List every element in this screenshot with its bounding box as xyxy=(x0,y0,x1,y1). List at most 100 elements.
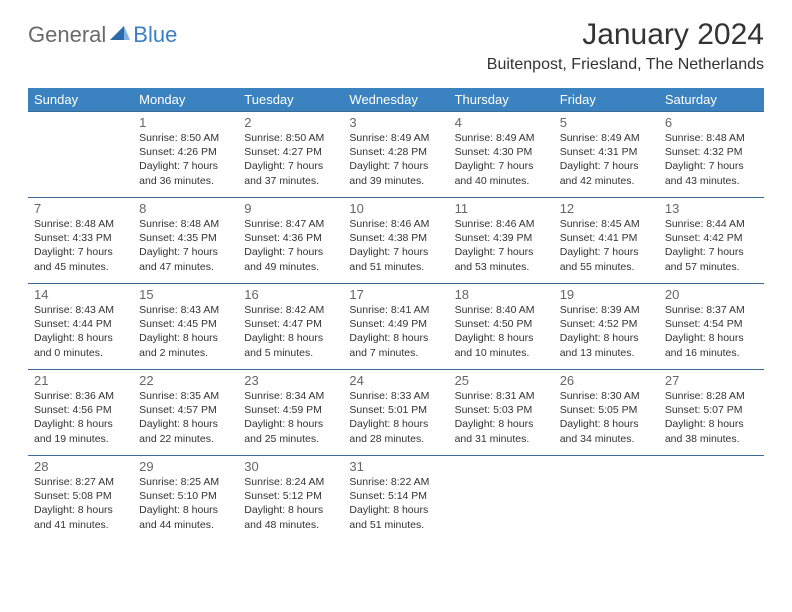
day-number: 11 xyxy=(455,201,548,216)
day-number: 26 xyxy=(560,373,653,388)
day-info: Sunrise: 8:46 AMSunset: 4:38 PMDaylight:… xyxy=(349,217,442,274)
day-info: Sunrise: 8:33 AMSunset: 5:01 PMDaylight:… xyxy=(349,389,442,446)
day-info: Sunrise: 8:43 AMSunset: 4:44 PMDaylight:… xyxy=(34,303,127,360)
empty-cell xyxy=(28,112,133,198)
calendar-row: 7Sunrise: 8:48 AMSunset: 4:33 PMDaylight… xyxy=(28,198,764,284)
day-info: Sunrise: 8:48 AMSunset: 4:35 PMDaylight:… xyxy=(139,217,232,274)
title-block: January 2024 Buitenpost, Friesland, The … xyxy=(487,18,764,74)
day-info: Sunrise: 8:28 AMSunset: 5:07 PMDaylight:… xyxy=(665,389,758,446)
day-number: 28 xyxy=(34,459,127,474)
day-number: 6 xyxy=(665,115,758,130)
day-info: Sunrise: 8:50 AMSunset: 4:27 PMDaylight:… xyxy=(244,131,337,188)
day-cell-14: 14Sunrise: 8:43 AMSunset: 4:44 PMDayligh… xyxy=(28,284,133,370)
day-number: 25 xyxy=(455,373,548,388)
day-cell-21: 21Sunrise: 8:36 AMSunset: 4:56 PMDayligh… xyxy=(28,370,133,456)
day-number: 24 xyxy=(349,373,442,388)
dayname-saturday: Saturday xyxy=(659,88,764,112)
day-cell-13: 13Sunrise: 8:44 AMSunset: 4:42 PMDayligh… xyxy=(659,198,764,284)
day-info: Sunrise: 8:47 AMSunset: 4:36 PMDaylight:… xyxy=(244,217,337,274)
day-number: 5 xyxy=(560,115,653,130)
dayname-wednesday: Wednesday xyxy=(343,88,448,112)
day-cell-18: 18Sunrise: 8:40 AMSunset: 4:50 PMDayligh… xyxy=(449,284,554,370)
dayname-tuesday: Tuesday xyxy=(238,88,343,112)
day-number: 12 xyxy=(560,201,653,216)
day-info: Sunrise: 8:37 AMSunset: 4:54 PMDaylight:… xyxy=(665,303,758,360)
day-info: Sunrise: 8:40 AMSunset: 4:50 PMDaylight:… xyxy=(455,303,548,360)
day-info: Sunrise: 8:49 AMSunset: 4:28 PMDaylight:… xyxy=(349,131,442,188)
day-number: 29 xyxy=(139,459,232,474)
day-info: Sunrise: 8:39 AMSunset: 4:52 PMDaylight:… xyxy=(560,303,653,360)
day-number: 18 xyxy=(455,287,548,302)
day-cell-6: 6Sunrise: 8:48 AMSunset: 4:32 PMDaylight… xyxy=(659,112,764,198)
day-number: 4 xyxy=(455,115,548,130)
day-cell-27: 27Sunrise: 8:28 AMSunset: 5:07 PMDayligh… xyxy=(659,370,764,456)
day-info: Sunrise: 8:44 AMSunset: 4:42 PMDaylight:… xyxy=(665,217,758,274)
day-number: 27 xyxy=(665,373,758,388)
day-cell-7: 7Sunrise: 8:48 AMSunset: 4:33 PMDaylight… xyxy=(28,198,133,284)
month-title: January 2024 xyxy=(487,18,764,52)
day-info: Sunrise: 8:49 AMSunset: 4:31 PMDaylight:… xyxy=(560,131,653,188)
day-number: 31 xyxy=(349,459,442,474)
day-cell-31: 31Sunrise: 8:22 AMSunset: 5:14 PMDayligh… xyxy=(343,456,448,542)
day-cell-24: 24Sunrise: 8:33 AMSunset: 5:01 PMDayligh… xyxy=(343,370,448,456)
day-number: 30 xyxy=(244,459,337,474)
day-cell-4: 4Sunrise: 8:49 AMSunset: 4:30 PMDaylight… xyxy=(449,112,554,198)
day-number: 19 xyxy=(560,287,653,302)
day-cell-17: 17Sunrise: 8:41 AMSunset: 4:49 PMDayligh… xyxy=(343,284,448,370)
logo-sail-icon xyxy=(110,24,130,47)
day-number: 17 xyxy=(349,287,442,302)
day-info: Sunrise: 8:30 AMSunset: 5:05 PMDaylight:… xyxy=(560,389,653,446)
calendar-row: 28Sunrise: 8:27 AMSunset: 5:08 PMDayligh… xyxy=(28,456,764,542)
calendar-body: 1Sunrise: 8:50 AMSunset: 4:26 PMDaylight… xyxy=(28,112,764,542)
calendar-row: 14Sunrise: 8:43 AMSunset: 4:44 PMDayligh… xyxy=(28,284,764,370)
dayname-row: SundayMondayTuesdayWednesdayThursdayFrid… xyxy=(28,88,764,112)
day-cell-26: 26Sunrise: 8:30 AMSunset: 5:05 PMDayligh… xyxy=(554,370,659,456)
calendar-row: 21Sunrise: 8:36 AMSunset: 4:56 PMDayligh… xyxy=(28,370,764,456)
day-info: Sunrise: 8:35 AMSunset: 4:57 PMDaylight:… xyxy=(139,389,232,446)
day-cell-10: 10Sunrise: 8:46 AMSunset: 4:38 PMDayligh… xyxy=(343,198,448,284)
location: Buitenpost, Friesland, The Netherlands xyxy=(487,56,764,74)
header: General Blue January 2024 Buitenpost, Fr… xyxy=(28,18,764,74)
calendar-table: SundayMondayTuesdayWednesdayThursdayFrid… xyxy=(28,88,764,542)
day-number: 3 xyxy=(349,115,442,130)
day-number: 22 xyxy=(139,373,232,388)
day-number: 23 xyxy=(244,373,337,388)
day-cell-19: 19Sunrise: 8:39 AMSunset: 4:52 PMDayligh… xyxy=(554,284,659,370)
day-number: 16 xyxy=(244,287,337,302)
day-info: Sunrise: 8:43 AMSunset: 4:45 PMDaylight:… xyxy=(139,303,232,360)
dayname-friday: Friday xyxy=(554,88,659,112)
day-info: Sunrise: 8:34 AMSunset: 4:59 PMDaylight:… xyxy=(244,389,337,446)
day-number: 14 xyxy=(34,287,127,302)
day-info: Sunrise: 8:22 AMSunset: 5:14 PMDaylight:… xyxy=(349,475,442,532)
day-cell-28: 28Sunrise: 8:27 AMSunset: 5:08 PMDayligh… xyxy=(28,456,133,542)
day-info: Sunrise: 8:50 AMSunset: 4:26 PMDaylight:… xyxy=(139,131,232,188)
logo: General Blue xyxy=(28,18,177,48)
day-number: 7 xyxy=(34,201,127,216)
day-cell-29: 29Sunrise: 8:25 AMSunset: 5:10 PMDayligh… xyxy=(133,456,238,542)
day-cell-22: 22Sunrise: 8:35 AMSunset: 4:57 PMDayligh… xyxy=(133,370,238,456)
day-info: Sunrise: 8:45 AMSunset: 4:41 PMDaylight:… xyxy=(560,217,653,274)
day-info: Sunrise: 8:48 AMSunset: 4:33 PMDaylight:… xyxy=(34,217,127,274)
day-cell-30: 30Sunrise: 8:24 AMSunset: 5:12 PMDayligh… xyxy=(238,456,343,542)
empty-cell xyxy=(554,456,659,542)
day-cell-16: 16Sunrise: 8:42 AMSunset: 4:47 PMDayligh… xyxy=(238,284,343,370)
day-info: Sunrise: 8:36 AMSunset: 4:56 PMDaylight:… xyxy=(34,389,127,446)
day-info: Sunrise: 8:48 AMSunset: 4:32 PMDaylight:… xyxy=(665,131,758,188)
day-cell-2: 2Sunrise: 8:50 AMSunset: 4:27 PMDaylight… xyxy=(238,112,343,198)
empty-cell xyxy=(659,456,764,542)
day-info: Sunrise: 8:41 AMSunset: 4:49 PMDaylight:… xyxy=(349,303,442,360)
empty-cell xyxy=(449,456,554,542)
day-number: 1 xyxy=(139,115,232,130)
logo-word-blue: Blue xyxy=(133,22,177,48)
day-cell-23: 23Sunrise: 8:34 AMSunset: 4:59 PMDayligh… xyxy=(238,370,343,456)
day-info: Sunrise: 8:25 AMSunset: 5:10 PMDaylight:… xyxy=(139,475,232,532)
day-cell-8: 8Sunrise: 8:48 AMSunset: 4:35 PMDaylight… xyxy=(133,198,238,284)
day-number: 13 xyxy=(665,201,758,216)
day-number: 10 xyxy=(349,201,442,216)
dayname-monday: Monday xyxy=(133,88,238,112)
day-info: Sunrise: 8:24 AMSunset: 5:12 PMDaylight:… xyxy=(244,475,337,532)
day-cell-3: 3Sunrise: 8:49 AMSunset: 4:28 PMDaylight… xyxy=(343,112,448,198)
day-cell-11: 11Sunrise: 8:46 AMSunset: 4:39 PMDayligh… xyxy=(449,198,554,284)
day-cell-15: 15Sunrise: 8:43 AMSunset: 4:45 PMDayligh… xyxy=(133,284,238,370)
day-number: 21 xyxy=(34,373,127,388)
